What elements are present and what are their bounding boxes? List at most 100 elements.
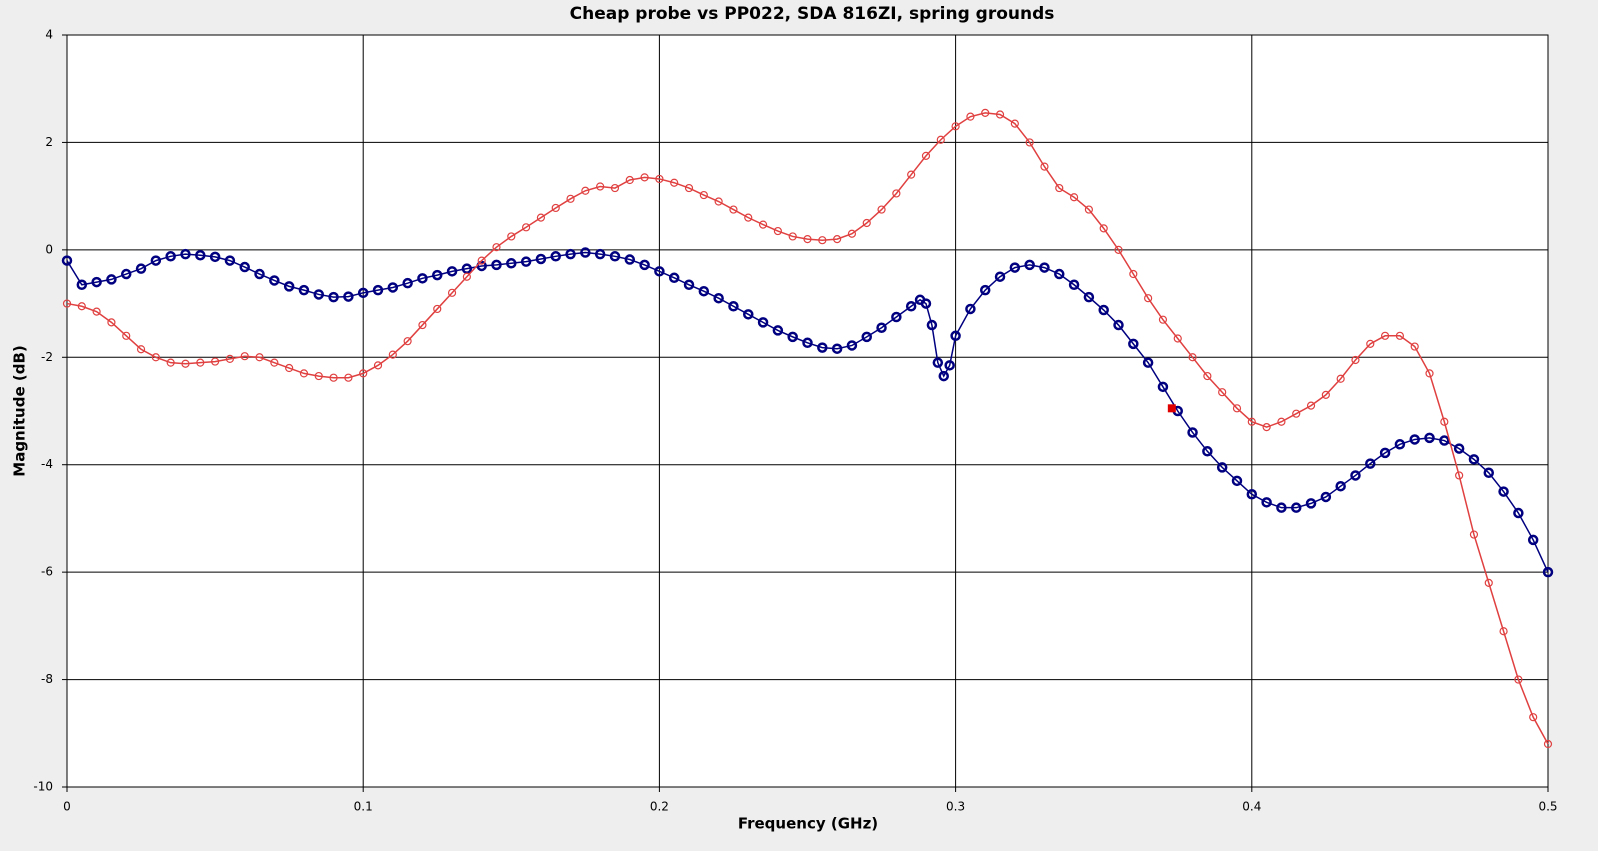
data-point — [1542, 566, 1554, 578]
data-point — [1498, 486, 1509, 497]
data-point — [802, 337, 813, 349]
data-point — [1144, 294, 1153, 303]
data-point — [639, 259, 650, 271]
data-point — [195, 249, 206, 261]
data-point — [1513, 507, 1524, 519]
data-point — [932, 357, 944, 368]
data-point — [1232, 404, 1242, 413]
data-point — [225, 354, 235, 363]
data-point — [1514, 675, 1523, 684]
data-point — [1290, 502, 1302, 513]
data-point — [1292, 409, 1301, 418]
data-point — [551, 203, 560, 213]
data-point — [417, 273, 428, 284]
data-point — [1305, 498, 1317, 509]
data-point — [314, 371, 323, 381]
data-point — [729, 205, 738, 214]
data-point — [209, 251, 221, 263]
data-point — [150, 255, 162, 266]
data-point — [994, 271, 1006, 282]
data-point — [625, 175, 634, 185]
data-point — [329, 373, 338, 382]
data-point — [744, 213, 753, 222]
data-point — [1410, 342, 1419, 351]
data-point — [403, 337, 412, 346]
data-point — [847, 229, 857, 238]
data-point — [936, 135, 945, 144]
data-point — [803, 235, 812, 244]
data-point — [550, 251, 561, 262]
data-point — [1484, 578, 1493, 587]
data-point — [211, 357, 220, 366]
data-point — [1188, 353, 1197, 362]
data-point — [926, 319, 938, 331]
y-tick-label: -8 — [41, 672, 53, 686]
data-point — [1380, 331, 1390, 340]
data-point — [447, 288, 457, 297]
data-point — [269, 275, 280, 286]
data-point — [1158, 315, 1168, 324]
data-point — [1231, 475, 1243, 487]
data-point — [446, 266, 458, 277]
data-point — [372, 284, 384, 296]
data-point — [1157, 381, 1169, 393]
data-point — [698, 285, 710, 297]
series-line — [66, 112, 1549, 745]
data-point — [609, 251, 621, 262]
data-point — [285, 363, 294, 373]
data-point — [536, 213, 546, 222]
y-tick-label: -4 — [41, 457, 53, 471]
data-point — [624, 254, 636, 265]
data-point — [136, 345, 146, 354]
data-point — [432, 269, 443, 281]
data-point — [77, 302, 86, 311]
data-point — [418, 320, 427, 330]
data-point — [535, 253, 547, 265]
data-point — [76, 279, 88, 291]
data-point — [343, 291, 354, 302]
data-point — [944, 360, 955, 371]
data-point — [135, 263, 147, 274]
data-point — [373, 361, 383, 370]
data-point — [1099, 224, 1108, 233]
data-point — [1453, 443, 1465, 454]
data-point — [1009, 262, 1021, 273]
data-point — [1261, 497, 1272, 508]
data-point — [966, 112, 975, 121]
plot-area — [66, 34, 1549, 788]
data-point — [255, 353, 264, 362]
data-point — [1277, 417, 1286, 426]
y-tick-label: 2 — [45, 135, 53, 149]
data-point — [610, 183, 620, 193]
data-point — [357, 287, 369, 299]
data-point — [151, 353, 160, 362]
data-point — [477, 256, 486, 265]
x-tick-label: 0.3 — [946, 800, 965, 814]
data-point — [166, 358, 175, 367]
data-point — [106, 274, 117, 285]
data-point — [313, 289, 325, 300]
data-point — [298, 284, 310, 296]
data-point — [818, 236, 827, 245]
data-point — [1203, 371, 1212, 381]
data-point — [594, 248, 606, 260]
y-tick-label: 0 — [45, 242, 53, 256]
data-point — [670, 178, 679, 187]
data-point — [950, 330, 961, 342]
data-point — [1218, 388, 1227, 397]
data-point — [1247, 417, 1256, 426]
data-point — [668, 272, 680, 284]
data-point — [283, 281, 295, 292]
data-point — [846, 340, 858, 351]
data-point — [1114, 245, 1123, 254]
data-point — [492, 243, 501, 252]
data-point — [728, 301, 739, 312]
data-point — [1483, 467, 1495, 479]
data-point — [713, 292, 724, 304]
data-point — [1395, 331, 1405, 340]
data-point — [107, 318, 116, 327]
data-point — [757, 317, 769, 328]
data-point — [1365, 458, 1376, 469]
data-point — [876, 322, 887, 333]
x-tick-label: 0.1 — [354, 800, 373, 814]
